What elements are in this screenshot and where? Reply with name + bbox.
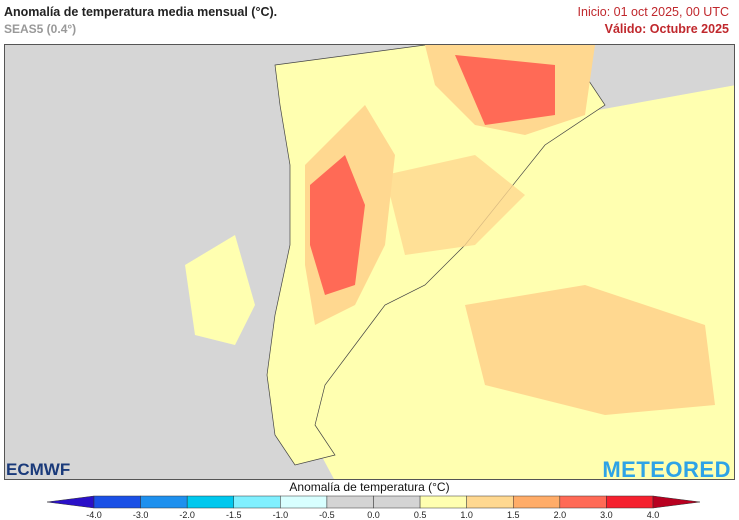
ocean-warm-patch-2	[385, 155, 525, 255]
colorbar-tick-label: -1.0	[272, 510, 289, 520]
colorbar-tick-label: -3.0	[132, 510, 149, 520]
colorbar-tick-label: -4.0	[86, 510, 102, 520]
colorbar-segment	[233, 495, 281, 509]
model-label: SEAS5 (0.4°)	[4, 22, 77, 36]
ecmwf-logo: ECMWF	[6, 460, 71, 479]
init-date: Inicio: 01 oct 2025, 00 UTC	[577, 5, 729, 19]
map-title: Anomalía de temperatura media mensual (°…	[4, 5, 278, 19]
colorbar-segment	[140, 495, 188, 509]
andes-hot-anomaly	[310, 155, 365, 295]
land-hot-anomaly	[455, 55, 555, 125]
colorbar-segment	[559, 495, 607, 509]
colorbar-tick-label: 1.0	[460, 510, 473, 520]
colorbar	[46, 495, 701, 509]
ocean-warm-patch	[465, 285, 715, 415]
colorbar-segment	[466, 495, 514, 509]
colorbar-tick-label: 4.0	[646, 510, 660, 520]
colorbar-tick-label: -2.0	[179, 510, 195, 520]
meteored-logo: METEORED	[602, 457, 731, 482]
colorbar-segment	[513, 495, 561, 509]
colorbar-tick-label: 0.5	[413, 510, 427, 520]
valid-date: Válido: Octubre 2025	[604, 22, 729, 36]
colorbar-segment	[326, 495, 374, 509]
colorbar-tick-label: 1.5	[506, 510, 520, 520]
pacific-patch	[185, 235, 255, 345]
colorbar-under-arrow	[46, 495, 95, 509]
colorbar-segment	[373, 495, 421, 509]
colorbar-segment	[186, 495, 235, 509]
colorbar-title: Anomalía de temperatura (°C)	[289, 480, 450, 494]
colorbar-segment	[419, 495, 467, 509]
colorbar-segment	[93, 495, 141, 509]
colorbar-segment	[606, 495, 654, 509]
colorbar-tick-label: 3.0	[600, 510, 613, 520]
anomaly-map	[4, 44, 735, 480]
colorbar-segment	[280, 495, 328, 509]
colorbar-tick-label: -1.5	[225, 510, 242, 520]
colorbar-tick-label: 2.0	[553, 510, 567, 520]
colorbar-tick-label: 0.0	[367, 510, 380, 520]
colorbar-tick-label: -0.5	[319, 510, 335, 520]
colorbar-over-arrow	[652, 495, 701, 509]
